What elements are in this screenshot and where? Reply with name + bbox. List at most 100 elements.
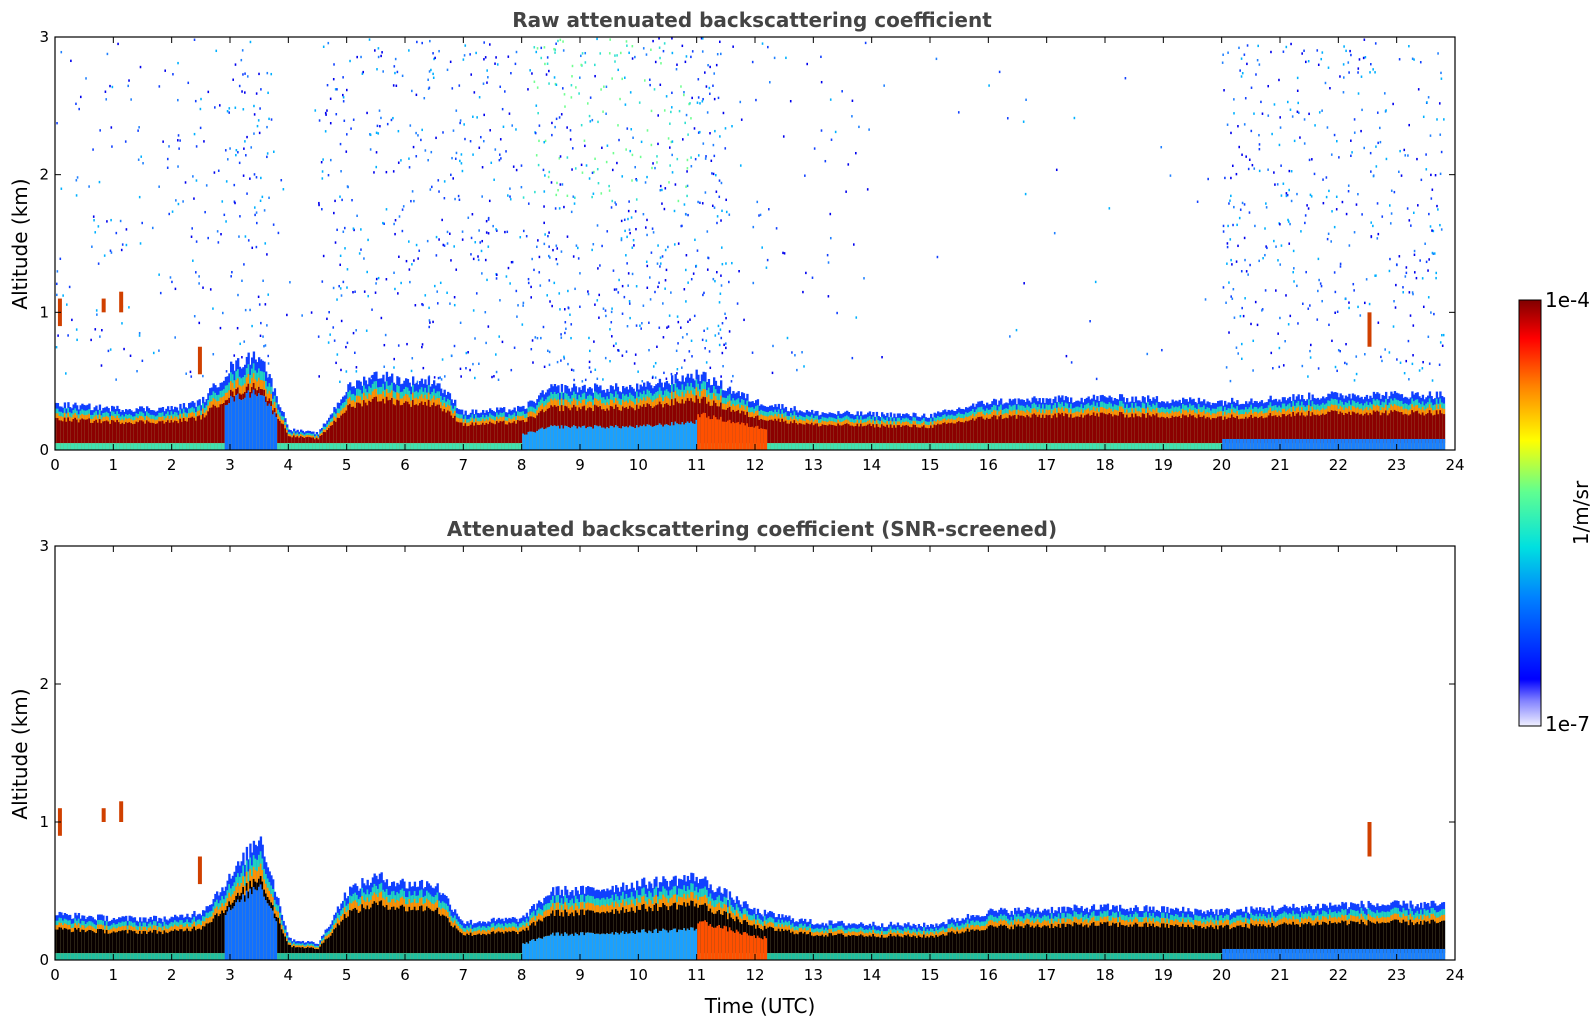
noise-speckle [652,231,655,234]
noise-speckle [168,212,171,216]
noise-speckle [691,355,693,358]
noise-speckle [438,238,440,241]
layer-lower [938,443,942,450]
layer-core [595,405,599,426]
noise-speckle [158,85,161,88]
noise-speckle [557,189,559,192]
noise-speckle [333,211,335,215]
noise-speckle [718,301,721,304]
layer-core [384,403,387,444]
noise-speckle [723,343,725,347]
noise-speckle [1342,63,1345,66]
noise-speckle [657,114,659,117]
noise-speckle [628,51,630,55]
layer-core [378,401,382,444]
layer-core [590,408,593,427]
noise-speckle [355,370,358,373]
noise-speckle [234,201,236,205]
noise-speckle [555,117,558,121]
layer-core [510,423,513,444]
noise-speckle [1443,118,1445,121]
layer-core [1001,419,1005,444]
noise-speckle [1241,201,1244,205]
noise-speckle [625,148,627,151]
layer-core [399,405,403,444]
noise-speckle [344,247,346,250]
noise-speckle [1226,123,1229,126]
layer-lower [200,443,203,450]
noise-speckle [663,42,666,45]
noise-speckle [543,205,545,208]
noise-speckle [588,360,591,364]
layer-core [550,405,553,426]
noise-speckle [535,154,538,157]
layer-core [891,427,894,444]
noise-speckle [617,349,619,352]
layer-lower [1092,443,1096,450]
layer-core [1120,412,1124,444]
layer-core [70,421,74,444]
noise-speckle [1388,351,1391,354]
noise-speckle [548,170,551,174]
noise-speckle [1244,297,1246,300]
layer-core [1063,416,1066,444]
noise-speckle [1253,167,1256,170]
noise-speckle [592,192,595,195]
noise-speckle [327,341,330,344]
noise-speckle [671,153,673,157]
noise-speckle [326,317,328,321]
layer-lower [982,443,985,450]
noise-speckle [249,177,251,180]
noise-speckle [334,199,336,203]
layer-lower [151,443,154,450]
layer-lower [980,443,984,450]
layer-lower [839,443,842,450]
noise-speckle [586,102,589,105]
layer-lower [1043,443,1047,450]
layer-core [1106,414,1110,444]
layer-lower [700,414,704,450]
noise-speckle [570,336,572,340]
noise-speckle [1301,364,1304,368]
layer-core [688,400,691,423]
layer-lower [244,397,247,450]
noise-speckle [443,244,446,247]
noise-speckle [223,213,226,217]
noise-speckle [485,341,487,345]
noise-speckle [1289,108,1292,111]
layer-core [398,400,401,444]
noise-speckle [703,291,705,295]
noise-speckle [415,155,418,158]
noise-speckle [1384,348,1386,351]
noise-speckle [648,321,650,324]
noise-speckle [374,49,376,52]
noise-speckle [1055,168,1058,172]
noise-speckle [1094,280,1097,284]
layer-core [156,423,159,444]
layer-core [487,424,490,444]
layer-core [377,401,380,444]
layer-core [401,404,404,444]
noise-speckle [1374,274,1376,277]
noise-speckle [1238,145,1241,149]
noise-speckle [1395,283,1397,287]
layer-core [84,419,88,444]
noise-speckle [490,161,493,165]
noise-speckle [55,346,58,349]
noise-speckle [177,202,180,206]
layer-lower [62,443,65,450]
layer-lower [475,443,478,450]
layer-lower [221,443,224,450]
noise-speckle [597,181,600,185]
layer-lower [952,443,956,450]
noise-speckle [262,279,264,282]
noise-speckle [730,380,733,383]
layer-core [405,401,408,444]
layer-core [1119,412,1122,444]
layer-lower [1155,443,1159,450]
noise-speckle [1440,228,1443,231]
noise-speckle [648,348,650,352]
noise-speckle [411,89,413,93]
layer-core [1138,416,1141,444]
noise-speckle [346,185,349,188]
